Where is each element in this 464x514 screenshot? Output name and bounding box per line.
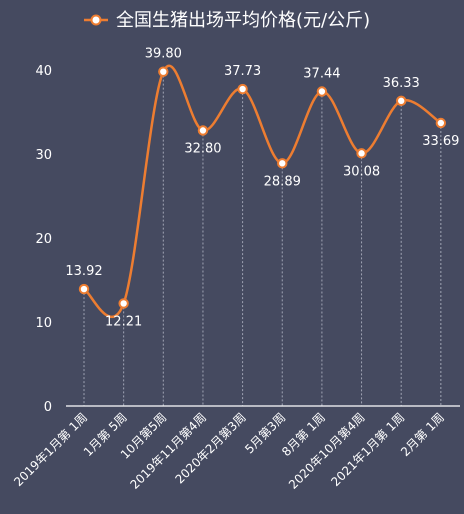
data-label: 37.44 xyxy=(303,67,340,82)
data-labels: 13.92 12.21 39.80 32.80 37.73 28.89 37.44 30.08… xyxy=(65,47,459,330)
data-label: 13.92 xyxy=(65,264,102,279)
data-label: 32.80 xyxy=(184,141,221,156)
y-tick-label: 0 xyxy=(44,400,52,415)
y-axis: 0 10 20 30 40 xyxy=(35,64,52,415)
series-line xyxy=(83,64,442,319)
data-point xyxy=(78,283,90,295)
data-label: 37.73 xyxy=(224,64,261,79)
drop-lines xyxy=(83,71,442,406)
data-label: 28.89 xyxy=(264,174,301,189)
data-label: 36.33 xyxy=(383,76,420,91)
data-point xyxy=(396,95,407,107)
x-tick-label: 2月第 1周 xyxy=(398,410,447,459)
data-label: 33.69 xyxy=(422,134,459,149)
data-point xyxy=(158,66,169,77)
x-tick-label: 2021年1月第 1周 xyxy=(328,410,407,489)
data-point xyxy=(118,298,129,309)
legend: 全国生猪出场平均价格(元/公斤) xyxy=(84,10,370,31)
data-label: 12.21 xyxy=(105,314,142,329)
data-label: 39.80 xyxy=(145,47,182,62)
data-point xyxy=(237,83,248,95)
data-point xyxy=(435,117,447,129)
y-tick-label: 40 xyxy=(35,64,52,79)
x-tick-label: 2020年2月第3周 xyxy=(172,410,248,486)
x-tick-label: 2019年1月第 1周 xyxy=(11,410,90,489)
data-point xyxy=(316,86,328,97)
data-point xyxy=(356,148,367,159)
y-tick-label: 30 xyxy=(35,148,52,163)
data-point xyxy=(277,158,288,169)
legend-marker xyxy=(90,14,102,26)
y-tick-label: 10 xyxy=(35,316,52,331)
data-point xyxy=(197,125,209,136)
y-tick-label: 20 xyxy=(35,232,52,247)
data-label: 30.08 xyxy=(343,164,380,179)
chart-title: 全国生猪出场平均价格(元/公斤) xyxy=(116,10,370,31)
markers xyxy=(78,66,447,309)
